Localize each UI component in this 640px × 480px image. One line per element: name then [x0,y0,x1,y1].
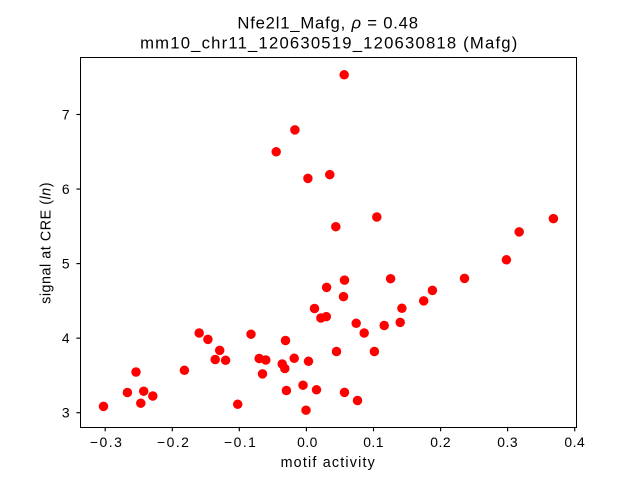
svg-text:0.2: 0.2 [430,434,451,450]
svg-text:motif activity: motif activity [281,455,376,471]
svg-text:−0.3: −0.3 [90,434,123,450]
svg-text:0.0: 0.0 [297,434,318,450]
svg-text:3: 3 [62,405,70,421]
svg-text:0.3: 0.3 [497,434,518,450]
svg-text:0.1: 0.1 [363,434,384,450]
svg-text:Nfe2l1_Mafg, ρ = 0.48: Nfe2l1_Mafg, ρ = 0.48 [237,14,418,33]
svg-text:7: 7 [62,107,70,123]
svg-text:4: 4 [62,330,70,346]
svg-text:−0.2: −0.2 [157,434,190,450]
svg-text:−0.1: −0.1 [224,434,257,450]
svg-text:0.4: 0.4 [564,434,585,450]
svg-text:5: 5 [62,256,70,272]
svg-text:mm10_chr11_120630519_120630818: mm10_chr11_120630519_120630818 (Mafg) [140,34,518,53]
svg-text:signal at CRE (ln): signal at CRE (ln) [39,182,55,304]
svg-text:6: 6 [62,181,70,197]
